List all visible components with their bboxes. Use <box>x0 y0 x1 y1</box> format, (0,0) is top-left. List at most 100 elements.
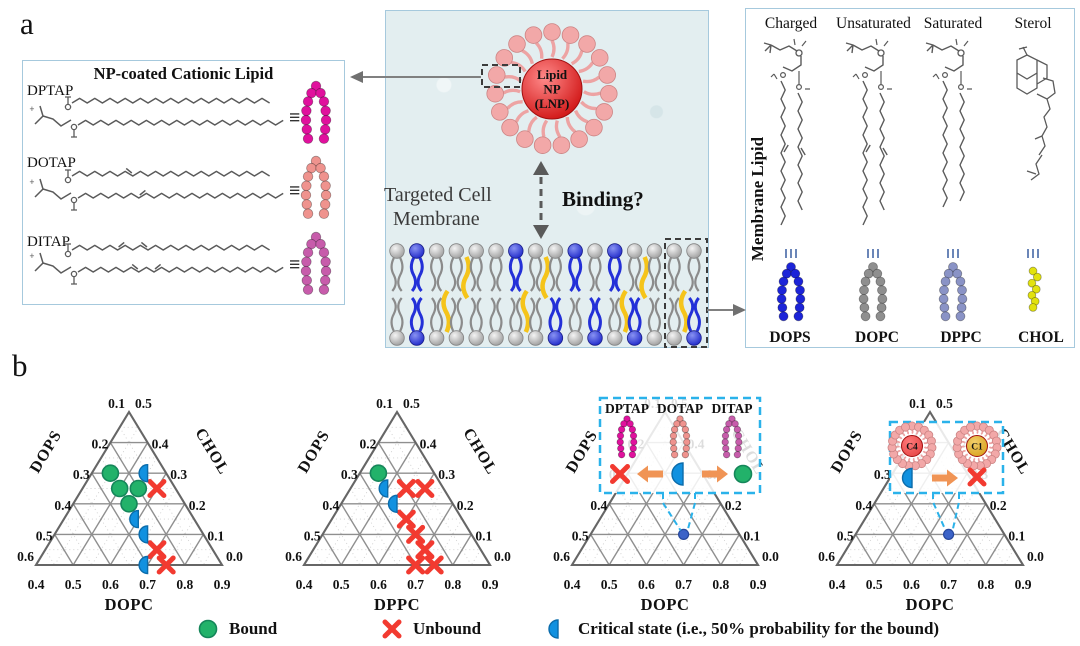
bead-lipid-model <box>616 415 638 459</box>
ternary-plot-np-compare: 0.10.20.30.40.50.60.50.40.30.20.10.00.40… <box>818 396 1044 614</box>
arrow-right-icon <box>702 465 728 483</box>
svg-text:0.5: 0.5 <box>36 528 53 543</box>
lipid-name-ditap: DITAP <box>27 234 70 250</box>
membrane-lipid-structures-drawing <box>763 38 1056 322</box>
legend-label-bound: Bound <box>229 619 278 638</box>
svg-text:0.6: 0.6 <box>903 577 920 592</box>
left-axis-label: DOPS <box>563 427 602 476</box>
cholesterol-wedge <box>441 289 452 333</box>
header-charged: Charged <box>764 15 818 32</box>
svg-text:C4: C4 <box>906 442 918 452</box>
svg-text:0.2: 0.2 <box>457 498 474 513</box>
svg-text:0.1: 0.1 <box>108 396 125 411</box>
cholesterol-wedge <box>639 256 650 300</box>
unbound-marker <box>406 524 426 544</box>
svg-text:0.6: 0.6 <box>553 549 570 564</box>
svg-text:0.8: 0.8 <box>712 577 729 592</box>
inset-lipid-label: DPTAP <box>605 401 649 416</box>
lipid-name-dppc: DPPC <box>940 329 982 346</box>
svg-text:0.5: 0.5 <box>601 577 618 592</box>
bead-lipid-model <box>300 80 332 144</box>
svg-text:+: + <box>29 177 34 187</box>
inset-callout: C4 C1 <box>887 420 1005 531</box>
svg-text:0.6: 0.6 <box>102 577 119 592</box>
svg-text:0.7: 0.7 <box>139 577 156 592</box>
svg-text:0.9: 0.9 <box>1015 577 1032 592</box>
svg-text:0.4: 0.4 <box>54 498 71 513</box>
bound-marker <box>120 495 138 513</box>
callout-pointer <box>662 493 696 531</box>
svg-text:0.4: 0.4 <box>590 498 607 513</box>
svg-text:(LNP): (LNP) <box>535 96 570 111</box>
equivalence-marks <box>1027 249 1039 258</box>
membrane-lipid-box: Charged Unsaturated Saturated Sterol Mem… <box>745 8 1075 348</box>
legend-label-unbound: Unbound <box>413 619 482 638</box>
critical-marker <box>378 479 389 498</box>
svg-text:0.4: 0.4 <box>564 577 581 592</box>
lipid-name-dotap: DOTAP <box>27 155 76 171</box>
svg-text:0.2: 0.2 <box>725 498 742 513</box>
bottom-axis-label: DOPC <box>105 595 154 614</box>
critical-marker <box>129 509 139 529</box>
cholesterol-wedge <box>520 289 531 333</box>
svg-text:0.8: 0.8 <box>444 577 461 592</box>
unbound-marker-icon <box>382 619 402 639</box>
svg-text:0.1: 0.1 <box>376 396 393 411</box>
unbound-marker <box>967 467 987 487</box>
svg-text:0.5: 0.5 <box>403 396 420 411</box>
svg-text:0.0: 0.0 <box>1027 549 1044 564</box>
bead-lipid-model <box>776 262 806 322</box>
arrow-to-membrane-box <box>707 304 746 316</box>
bottom-axis-label: DOPC <box>641 595 690 614</box>
svg-text:0.5: 0.5 <box>304 528 321 543</box>
lipid-name-chol: CHOL <box>1018 329 1064 346</box>
critical-marker-icon <box>548 619 559 639</box>
svg-text:0.5: 0.5 <box>936 396 953 411</box>
structure-sterol <box>1016 46 1056 181</box>
equivalence-marks <box>867 249 879 258</box>
bead-lipid-model <box>721 415 743 459</box>
nanoparticle-icon: C4 <box>887 421 937 471</box>
header-unsaturated: Unsaturated <box>836 15 911 32</box>
membrane-caption-line2: Membrane <box>393 208 480 230</box>
structure-dptap: + <box>29 80 332 144</box>
svg-text:0.4: 0.4 <box>855 498 872 513</box>
critical-marker <box>138 463 149 483</box>
bead-lipid-model <box>938 262 968 322</box>
svg-text:0.4: 0.4 <box>322 498 339 513</box>
bound-marker <box>110 479 129 498</box>
bead-lipid-model <box>669 415 691 459</box>
ternary-points <box>369 464 444 575</box>
structure-saturated <box>925 38 972 208</box>
equivalence-symbol: ≡ <box>289 254 301 276</box>
arrow-left-icon <box>637 465 663 483</box>
membrane-zoom-rect <box>664 238 708 348</box>
membrane-bilayer <box>389 243 702 346</box>
panel-b-label: b <box>12 348 28 383</box>
svg-text:0.6: 0.6 <box>17 549 34 564</box>
unbound-marker <box>406 555 426 575</box>
lipid-name-dops: DOPS <box>769 329 811 346</box>
svg-text:C1: C1 <box>971 442 983 452</box>
nanoparticle-icon: C1 <box>952 421 1002 471</box>
svg-text:0.2: 0.2 <box>189 498 206 513</box>
lnp-membrane-box: Lipid NP (LNP) Targeted Cell Membrane Bind… <box>384 10 709 348</box>
left-axis-label: DOPS <box>828 427 867 476</box>
svg-text:0.5: 0.5 <box>333 577 350 592</box>
ternary-points <box>101 463 176 575</box>
legend-item-critical: Critical state (i.e., 50% probability fo… <box>545 617 939 641</box>
svg-text:0.0: 0.0 <box>762 549 779 564</box>
structure-dotap: + <box>29 155 332 219</box>
svg-text:NP: NP <box>543 82 560 97</box>
svg-text:0.7: 0.7 <box>940 577 957 592</box>
ternary-points <box>678 528 690 540</box>
inset-callout: DPTAP DOTAP DITAP <box>598 396 762 531</box>
critical-marker <box>138 555 149 575</box>
unbound-marker <box>610 464 630 484</box>
svg-text:0.1: 0.1 <box>909 396 926 411</box>
cholesterol-wedge <box>461 256 471 300</box>
svg-text:0.0: 0.0 <box>226 549 243 564</box>
svg-text:0.9: 0.9 <box>750 577 767 592</box>
critical-marker <box>901 467 913 489</box>
inset-lipid-label: DOTAP <box>657 401 703 416</box>
